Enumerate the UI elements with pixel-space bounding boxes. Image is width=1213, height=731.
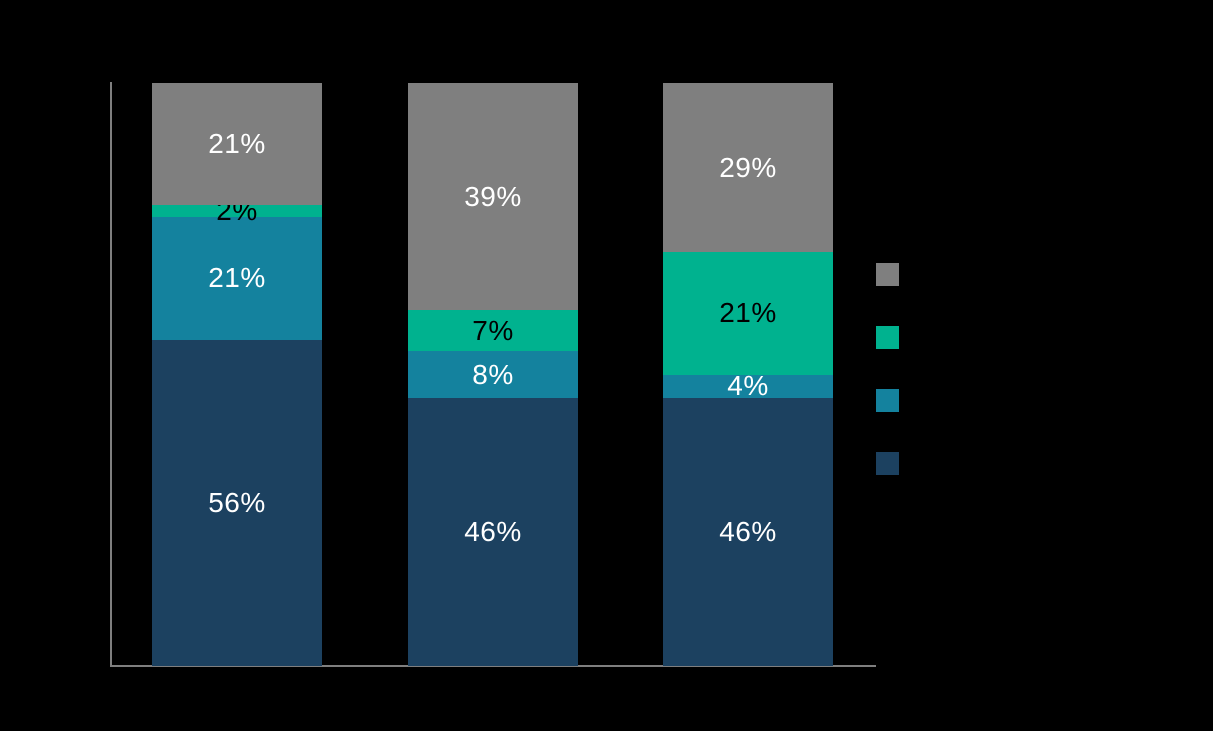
- bar-segment-gray: 29%: [663, 83, 833, 253]
- segment-label: 46%: [719, 515, 777, 547]
- legend-swatch-gray: [876, 263, 899, 286]
- segment-label: 8%: [472, 358, 514, 390]
- bar-segment-dark-blue: 46%: [663, 397, 833, 666]
- stacked-bar: 46% 4% 21% 29%: [663, 83, 833, 666]
- segment-label: 39%: [464, 180, 522, 212]
- x-axis-line: [110, 665, 876, 667]
- bar-segment-gray: 21%: [152, 83, 322, 206]
- segment-label: 56%: [208, 486, 266, 518]
- segment-label: 21%: [719, 297, 777, 329]
- segment-label: 21%: [208, 128, 266, 160]
- segment-label: 46%: [464, 515, 522, 547]
- bar-segment-dark-blue: 46%: [408, 397, 578, 666]
- segment-label: 21%: [208, 262, 266, 294]
- bar-segment-teal: 8%: [408, 351, 578, 398]
- bar-segment-gray: 39%: [408, 83, 578, 311]
- stacked-bar: 56% 21% 2% 21%: [152, 83, 322, 666]
- legend-swatch-green: [876, 326, 899, 349]
- bar-segment-green: 2%: [152, 197, 322, 225]
- bar-segment-teal: 21%: [152, 217, 322, 340]
- y-axis-line: [110, 82, 112, 667]
- legend-swatch-teal: [876, 389, 899, 412]
- bar-segment-dark-blue: 56%: [152, 339, 322, 666]
- bar-segment-green: 7%: [408, 310, 578, 352]
- bar-segment-green: 21%: [663, 252, 833, 375]
- segment-label: 7%: [472, 314, 514, 346]
- segment-label: 29%: [719, 151, 777, 183]
- legend-swatch-dark-blue: [876, 452, 899, 475]
- segment-label: 4%: [727, 370, 769, 402]
- stacked-bar: 46% 8% 7% 39%: [408, 83, 578, 666]
- bar-segment-teal: 4%: [663, 370, 833, 402]
